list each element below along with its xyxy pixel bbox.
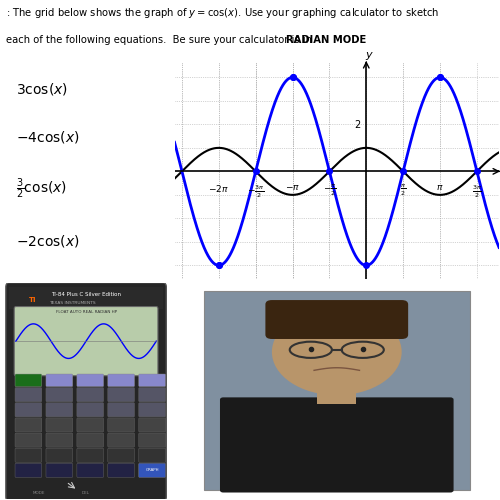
Text: DEL: DEL [82,490,90,494]
FancyBboxPatch shape [138,403,166,417]
FancyBboxPatch shape [46,433,72,447]
FancyBboxPatch shape [77,433,104,447]
Bar [318,378,356,404]
FancyBboxPatch shape [15,433,42,447]
FancyBboxPatch shape [108,418,134,432]
FancyBboxPatch shape [77,374,104,386]
FancyBboxPatch shape [266,300,408,339]
Text: $\frac{\pi}{2}$: $\frac{\pi}{2}$ [400,183,406,198]
Text: $3\cos(x)$: $3\cos(x)$ [16,81,68,97]
Text: MODE: MODE [33,490,46,494]
FancyBboxPatch shape [138,464,166,477]
FancyBboxPatch shape [138,374,166,386]
FancyBboxPatch shape [46,403,72,417]
Text: $-\pi$: $-\pi$ [285,183,300,192]
Text: : The grid below shows the graph of $y=\cos(x)$. Use your graphing calculator to: : The grid below shows the graph of $y=\… [6,6,440,20]
FancyBboxPatch shape [138,388,166,402]
Text: $\frac{3\pi}{2}$: $\frac{3\pi}{2}$ [472,183,482,200]
Text: $\frac{3}{2}\cos(x)$: $\frac{3}{2}\cos(x)$ [16,176,67,201]
Text: .: . [360,35,363,45]
FancyBboxPatch shape [15,388,42,402]
Text: $2$: $2$ [354,118,361,130]
Text: $-2\cos(x)$: $-2\cos(x)$ [16,232,80,248]
Text: GRAPH: GRAPH [146,468,159,472]
FancyBboxPatch shape [108,433,134,447]
FancyBboxPatch shape [6,283,166,500]
Text: $\pi$: $\pi$ [436,183,444,192]
FancyBboxPatch shape [46,374,72,386]
FancyBboxPatch shape [77,448,104,462]
Text: $-\frac{\pi}{2}$: $-\frac{\pi}{2}$ [322,183,336,198]
FancyBboxPatch shape [46,448,72,462]
FancyBboxPatch shape [220,398,454,492]
FancyBboxPatch shape [77,464,104,477]
FancyBboxPatch shape [15,464,42,477]
Bar [204,292,470,490]
Text: TI: TI [29,297,36,303]
Text: FLOAT AUTO REAL RADIAN HP: FLOAT AUTO REAL RADIAN HP [56,310,116,314]
Text: $-4\cos(x)$: $-4\cos(x)$ [16,129,80,145]
FancyBboxPatch shape [108,388,134,402]
FancyBboxPatch shape [77,388,104,402]
FancyBboxPatch shape [108,448,134,462]
Bar [9,287,163,308]
Circle shape [272,308,402,395]
FancyBboxPatch shape [77,403,104,417]
FancyBboxPatch shape [138,448,166,462]
FancyBboxPatch shape [15,403,42,417]
FancyBboxPatch shape [138,433,166,447]
Text: each of the following equations.  Be sure your calculator is in: each of the following equations. Be sure… [6,35,316,45]
FancyBboxPatch shape [15,448,42,462]
FancyBboxPatch shape [46,388,72,402]
Text: TI-84 Plus C Silver Edition: TI-84 Plus C Silver Edition [51,292,121,297]
Text: $-2\pi$: $-2\pi$ [208,183,229,194]
FancyBboxPatch shape [15,418,42,432]
Text: RADIAN MODE: RADIAN MODE [286,35,366,45]
Text: $y$: $y$ [364,50,374,62]
FancyBboxPatch shape [46,418,72,432]
FancyBboxPatch shape [138,418,166,432]
FancyBboxPatch shape [14,306,158,376]
FancyBboxPatch shape [138,464,166,477]
Text: $-\frac{3\pi}{2}$: $-\frac{3\pi}{2}$ [247,183,264,200]
FancyBboxPatch shape [77,418,104,432]
FancyBboxPatch shape [108,403,134,417]
FancyBboxPatch shape [15,374,42,386]
FancyBboxPatch shape [46,464,72,477]
FancyBboxPatch shape [108,464,134,477]
Text: TEXAS INSTRUMENTS: TEXAS INSTRUMENTS [50,301,96,305]
FancyBboxPatch shape [108,374,134,386]
